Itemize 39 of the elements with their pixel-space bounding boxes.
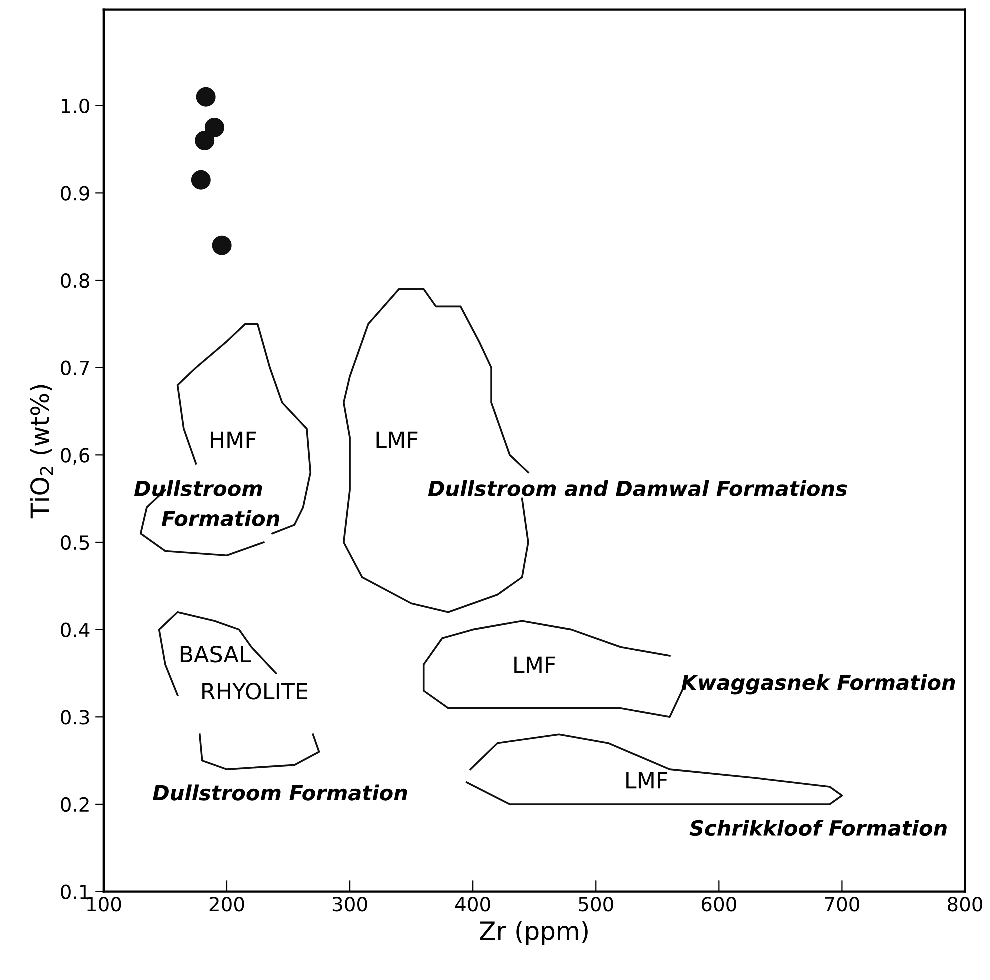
y-tick-label: 0.9 [61, 186, 90, 201]
annotation: LMF [514, 656, 556, 674]
annotation: Dullstroom and Damwal Formations [428, 480, 848, 497]
x-tick-label: 600 [702, 897, 736, 912]
y-tick-label: 0.4 [61, 622, 90, 638]
y-tick-label: 0.3 [61, 710, 90, 725]
annotation: RHYOLITE [202, 682, 308, 700]
point [196, 87, 216, 107]
annotation: Formation [162, 510, 280, 527]
line-series [466, 734, 844, 806]
x-axis-title: Zr (ppm) [480, 921, 588, 946]
point [191, 170, 211, 190]
annotation: HMF [210, 432, 256, 448]
y-axis-title: TiO$_{2}$ (wt%) [30, 385, 54, 519]
y-tick-label: 0.5 [61, 535, 90, 550]
x-tick-label: 800 [948, 897, 983, 912]
annotation: Dullstroom Formation [153, 784, 408, 801]
x-tick-label: 100 [88, 897, 122, 912]
y-tick-label: 0.8 [61, 273, 90, 288]
y-tick-label: 0.1 [61, 884, 89, 900]
y-tick-label: 0.7 [61, 360, 90, 376]
annotation: BASAL [180, 646, 252, 663]
point [195, 131, 215, 151]
x-tick-label: 500 [579, 897, 614, 912]
annotation: LMF [626, 772, 668, 789]
line-series [422, 620, 684, 718]
x-tick-label: 200 [210, 897, 244, 912]
annotation: Dullstroom [134, 480, 262, 497]
annotation: LMF [376, 432, 418, 448]
x-tick-label: 400 [455, 897, 490, 912]
x-tick-label: 300 [332, 897, 368, 912]
point [204, 118, 224, 138]
point [212, 236, 232, 256]
y-tick-label: 1.0 [62, 98, 90, 114]
annotation: Kwaggasnek Formation [682, 674, 956, 695]
y-tick-label: 0.2 [61, 797, 89, 812]
annotation: Schrikkloof Formation [690, 820, 947, 836]
y-tick-label: 0,6 [61, 448, 90, 465]
x-tick-label: 700 [825, 897, 860, 912]
